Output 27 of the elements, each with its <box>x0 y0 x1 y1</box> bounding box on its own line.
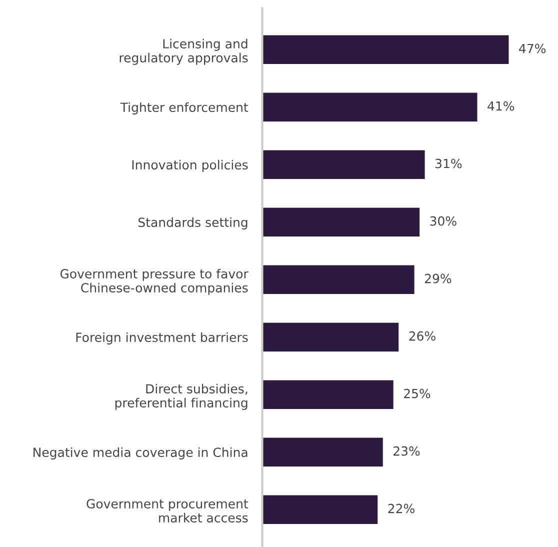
data-label: 29% <box>424 274 452 284</box>
data-label: 22% <box>388 504 414 514</box>
bar <box>262 150 425 179</box>
y-tick-label: Licensing and regulatory approvals <box>120 38 248 65</box>
bar <box>262 92 478 122</box>
data-label: 47% <box>519 44 546 54</box>
y-tick-label: Direct subsidies, preferential financing <box>115 384 248 410</box>
y-tick-label: Negative media coverage in China <box>34 447 248 460</box>
bar <box>262 322 399 352</box>
bar <box>262 438 383 466</box>
y-tick-label: Government procurement market access <box>86 499 248 522</box>
bar <box>262 208 420 236</box>
bar <box>262 495 378 524</box>
data-label: 23% <box>394 446 420 456</box>
bar <box>262 265 414 294</box>
data-label: 26% <box>409 331 436 341</box>
y-tick-label: Foreign investment barriers <box>76 332 248 344</box>
y-tick-label: Innovation policies <box>132 160 248 172</box>
data-label: 25% <box>404 388 430 398</box>
data-label: 31% <box>435 158 462 168</box>
bar <box>262 380 394 409</box>
y-tick-label: Standards setting <box>138 217 248 230</box>
data-label: 41% <box>488 101 514 111</box>
y-tick-label: Tighter enforcement <box>120 102 248 114</box>
bar <box>262 35 509 64</box>
y-tick-label: Government pressure to favor Chinese-owned companies <box>60 268 248 295</box>
data-label: 30% <box>430 216 456 226</box>
